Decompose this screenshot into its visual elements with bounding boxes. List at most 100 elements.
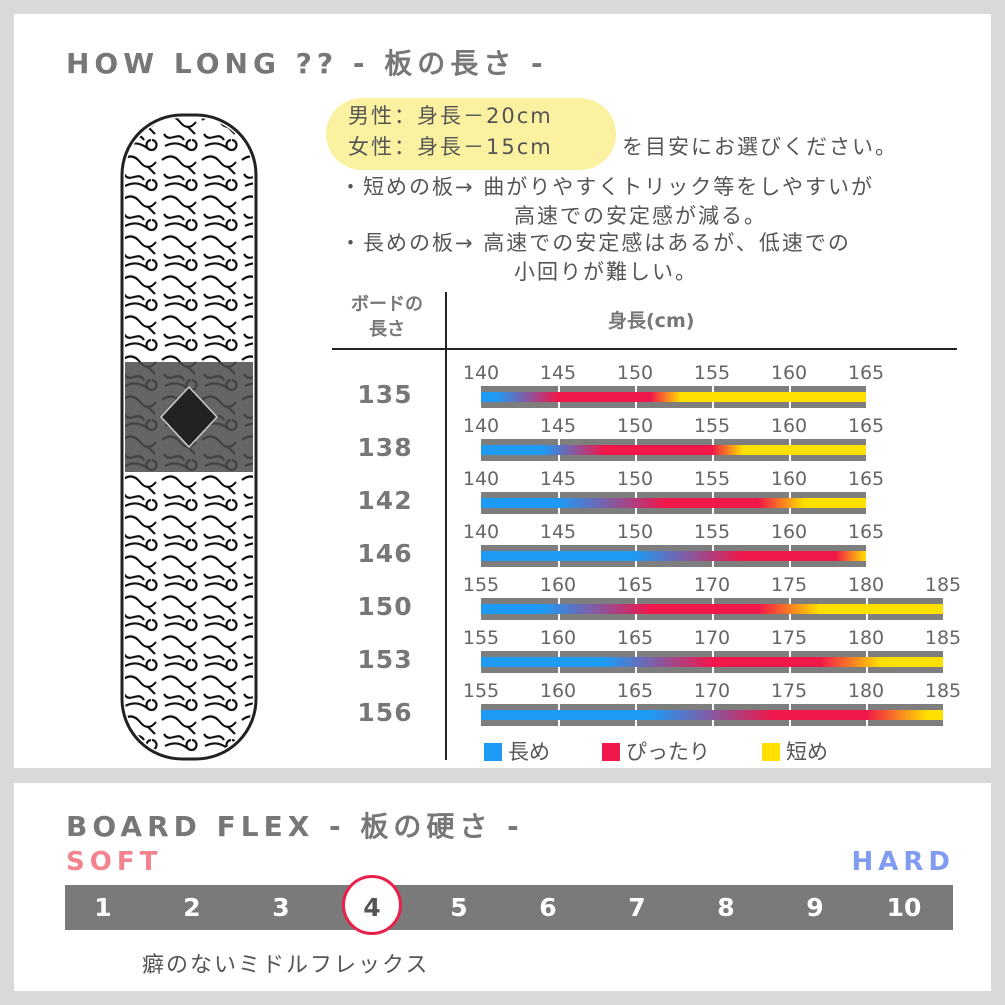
height-tick-label: 175 xyxy=(770,627,808,649)
hard-label: HARD xyxy=(851,847,955,877)
height-tick-label: 145 xyxy=(539,468,577,490)
legend-label: 短め xyxy=(786,740,828,764)
height-tick-label: 180 xyxy=(847,574,885,596)
height-tick-label: 150 xyxy=(616,468,654,490)
height-tick-label: 170 xyxy=(693,627,731,649)
guideline-suffix: を目安にお選びください。 xyxy=(622,135,898,159)
height-tick-label: 175 xyxy=(770,574,808,596)
board-length-label: 142 xyxy=(357,486,413,515)
legend-swatch xyxy=(762,743,780,761)
legend-label: ぴったり xyxy=(626,740,710,764)
height-tick-label: 145 xyxy=(539,362,577,384)
height-tick-label: 140 xyxy=(462,362,500,384)
long-board-note: ・長めの板→ 高速での安定感はあるが、低速での xyxy=(340,231,851,255)
legend-swatch xyxy=(602,743,620,761)
short-board-note: ・短めの板→ 曲がりやすくトリック等をしやすいが xyxy=(340,175,875,199)
height-tick-label: 165 xyxy=(847,468,885,490)
height-tick-label: 160 xyxy=(539,627,577,649)
male-guideline: 男性：身長－20cm xyxy=(348,104,553,128)
height-tick-label: 155 xyxy=(693,468,731,490)
board-length-label: 150 xyxy=(357,592,413,621)
short-board-note-2: 高速での安定感が減る。 xyxy=(514,204,767,228)
height-tick-label: 155 xyxy=(693,415,731,437)
board-length-label: 146 xyxy=(357,539,413,568)
height-tick-label: 140 xyxy=(462,415,500,437)
flex-value-10: 10 xyxy=(886,893,922,922)
board-length-header: ボードの 長さ xyxy=(332,292,442,342)
height-tick-label: 140 xyxy=(462,468,500,490)
height-tick-label: 185 xyxy=(924,627,962,649)
height-tick-label: 180 xyxy=(847,627,885,649)
height-tick-label: 155 xyxy=(462,627,500,649)
height-tick-label: 185 xyxy=(924,680,962,702)
flex-value-3: 3 xyxy=(272,893,290,922)
legend-item-fit: ぴったり xyxy=(602,740,710,764)
flex-value-7: 7 xyxy=(628,893,646,922)
height-tick-label: 155 xyxy=(693,362,731,384)
flex-value-5: 5 xyxy=(450,893,468,922)
height-tick-label: 165 xyxy=(616,680,654,702)
height-tick-label: 140 xyxy=(462,521,500,543)
height-tick-label: 170 xyxy=(693,680,731,702)
length-title: HOW LONG ?? - 板の長さ - xyxy=(66,47,548,80)
column-divider xyxy=(445,292,447,760)
height-tick-label: 155 xyxy=(462,680,500,702)
height-tick-label: 165 xyxy=(616,627,654,649)
flex-value-6: 6 xyxy=(539,893,557,922)
long-board-note-2: 小回りが難しい。 xyxy=(514,260,698,284)
legend: 長め ぴったり 短め xyxy=(484,736,880,766)
legend-swatch xyxy=(484,743,502,761)
board-length-header-1: ボードの xyxy=(351,294,423,315)
height-tick-label: 145 xyxy=(539,521,577,543)
flex-scale: 1 2 3 4 5 6 7 8 9 10 xyxy=(65,875,953,935)
length-panel: HOW LONG ?? - 板の長さ - 男性：身長－20cm 女性：身長－15… xyxy=(14,14,991,768)
snowboard-image xyxy=(120,113,258,761)
flex-value-9: 9 xyxy=(806,893,824,922)
board-length-label: 138 xyxy=(357,433,413,462)
height-tick-label: 155 xyxy=(462,574,500,596)
female-guideline: 女性：身長－15cm xyxy=(348,135,553,159)
flex-title: BOARD FLEX - 板の硬さ - xyxy=(66,810,524,843)
height-tick-label: 160 xyxy=(539,574,577,596)
height-tick-label: 145 xyxy=(539,415,577,437)
flex-value-2: 2 xyxy=(183,893,201,922)
soft-label: SOFT xyxy=(66,847,163,877)
flex-description: 癖のないミドルフレックス xyxy=(142,953,430,978)
fit-gradient-bar xyxy=(481,604,943,614)
height-tick-label: 160 xyxy=(770,521,808,543)
fit-gradient-bar xyxy=(481,710,943,720)
height-tick-label: 160 xyxy=(770,415,808,437)
fit-gradient-bar xyxy=(481,657,943,667)
height-tick-label: 165 xyxy=(616,574,654,596)
height-tick-label: 165 xyxy=(847,415,885,437)
legend-item-long: 長め xyxy=(484,740,550,764)
height-tick-label: 170 xyxy=(693,574,731,596)
height-tick-label: 150 xyxy=(616,521,654,543)
height-tick-label: 150 xyxy=(616,415,654,437)
flex-value-1: 1 xyxy=(94,893,112,922)
board-length-label: 156 xyxy=(357,698,413,727)
height-tick-label: 185 xyxy=(924,574,962,596)
height-tick-label: 160 xyxy=(770,468,808,490)
height-tick-label: 160 xyxy=(770,362,808,384)
height-tick-label: 180 xyxy=(847,680,885,702)
height-tick-label: 160 xyxy=(539,680,577,702)
flex-value-8: 8 xyxy=(717,893,735,922)
board-length-label: 135 xyxy=(357,380,413,409)
height-tick-label: 165 xyxy=(847,362,885,384)
fit-gradient-bar xyxy=(481,445,866,455)
fit-gradient-bar xyxy=(481,551,866,561)
height-tick-label: 150 xyxy=(616,362,654,384)
legend-item-short: 短め xyxy=(762,740,828,764)
header-divider xyxy=(332,348,957,350)
recommendation-highlight xyxy=(326,98,616,170)
flex-value-selected: 4 xyxy=(342,875,402,935)
height-tick-label: 175 xyxy=(770,680,808,702)
height-header: 身長(cm) xyxy=(608,310,695,332)
board-length-header-2: 長さ xyxy=(369,319,405,340)
fit-gradient-bar xyxy=(481,498,866,508)
board-length-label: 153 xyxy=(357,645,413,674)
fit-gradient-bar xyxy=(481,392,866,402)
legend-label: 長め xyxy=(508,740,550,764)
